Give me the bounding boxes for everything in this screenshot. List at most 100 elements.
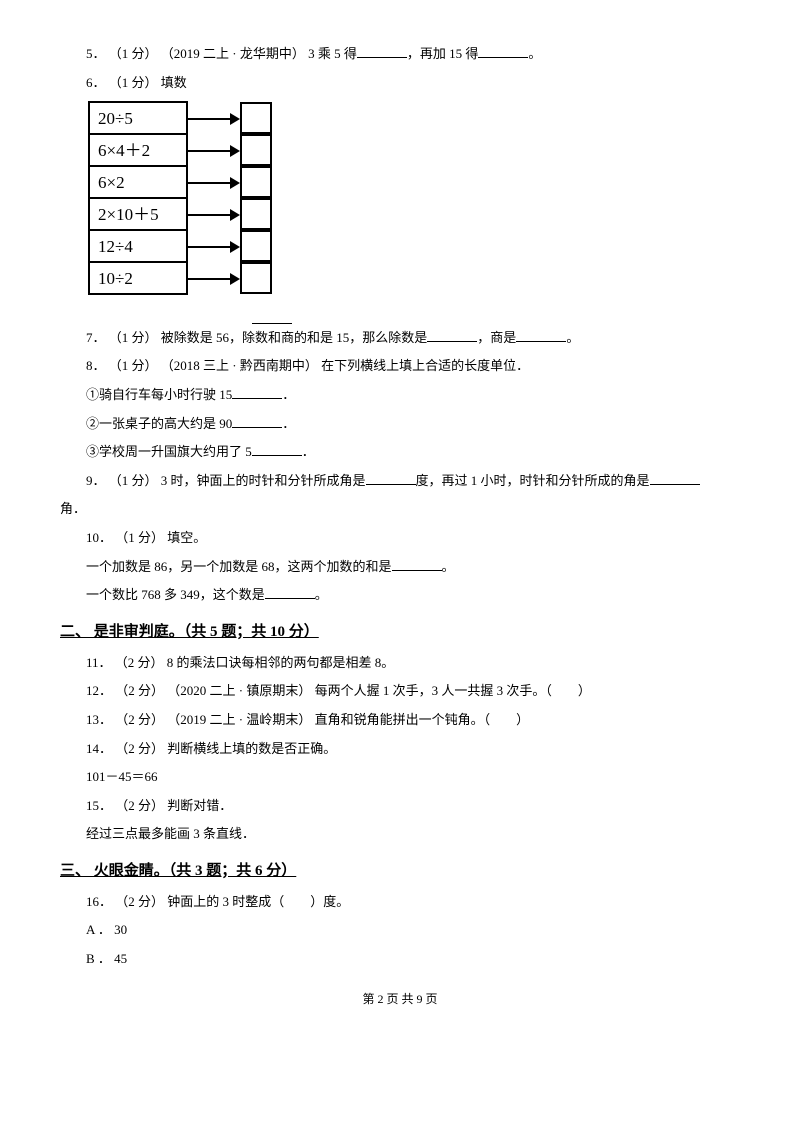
- q10-blank2[interactable]: [265, 586, 315, 599]
- q7-text1: 被除数是 56，除数和商的和是 15，那么除数是: [161, 330, 428, 345]
- q5-text2: ，再加 15 得: [407, 46, 479, 61]
- q12-src: （2020 二上 · 镇原期末）: [167, 683, 311, 698]
- question-8: 8． （1 分） （2018 三上 · 黔西南期中） 在下列横线上填上合适的长度…: [60, 352, 740, 381]
- q8-s1a: ①骑自行车每小时行驶 15: [86, 387, 232, 402]
- q8-s2b: ．: [282, 416, 295, 431]
- q12-pts: （2 分）: [115, 683, 164, 698]
- q6-num: 6．: [86, 75, 106, 90]
- q6-underline: [252, 323, 292, 324]
- q6-answer-cell[interactable]: [240, 198, 272, 230]
- q16-num: 16．: [86, 894, 112, 909]
- q7-blank1[interactable]: [427, 329, 477, 342]
- q9-num: 9．: [86, 473, 106, 488]
- q5-text3: 。: [528, 46, 541, 61]
- q9-pts: （1 分）: [109, 473, 158, 488]
- question-10: 10． （1 分） 填空。: [60, 524, 740, 553]
- q8-num: 8．: [86, 358, 106, 373]
- question-6: 6． （1 分） 填数: [60, 69, 740, 98]
- q9-blank1[interactable]: [366, 472, 416, 485]
- q8-s2a: ②一张桌子的高大约是 90: [86, 416, 232, 431]
- q5-text1: 3 乘 5 得: [308, 46, 357, 61]
- question-16: 16． （2 分） 钟面上的 3 时整成（ ）度。: [60, 888, 740, 917]
- q5-blank1[interactable]: [357, 45, 407, 58]
- q15-pts: （2 分）: [115, 798, 164, 813]
- q6-expr-cell: 6×2: [88, 165, 188, 199]
- arrow-icon: [188, 113, 240, 125]
- q6-title: 填数: [161, 75, 187, 90]
- page-footer: 第 2 页 共 9 页: [60, 986, 740, 1012]
- q6-diagram-row: 12÷4: [88, 231, 740, 263]
- q8-s1b: ．: [282, 387, 295, 402]
- q10-s2a: 一个数比 768 多 349，这个数是: [86, 587, 265, 602]
- q13-num: 13．: [86, 712, 112, 727]
- q14-pts: （2 分）: [115, 741, 164, 756]
- q8-title: 在下列横线上填上合适的长度单位．: [321, 358, 529, 373]
- q8-blank1[interactable]: [232, 386, 282, 399]
- q7-blank2[interactable]: [516, 329, 566, 342]
- q5-pts: （1 分）: [109, 46, 158, 61]
- question-13: 13． （2 分） （2019 二上 · 温岭期末） 直角和锐角能拼出一个钝角。…: [60, 706, 740, 735]
- q5-num: 5．: [86, 46, 106, 61]
- question-12: 12． （2 分） （2020 二上 · 镇原期末） 每两个人握 1 次手，3 …: [60, 677, 740, 706]
- q7-pts: （1 分）: [109, 330, 158, 345]
- q6-expr-cell: 10÷2: [88, 261, 188, 295]
- q7-num: 7．: [86, 330, 106, 345]
- q10-s1a: 一个加数是 86，另一个加数是 68，这两个加数的和是: [86, 559, 392, 574]
- q8-sub2: ②一张桌子的高大约是 90 ．: [60, 410, 740, 439]
- q6-answer-cell[interactable]: [240, 134, 272, 166]
- q6-diagram-row: 2×10＋5: [88, 199, 740, 231]
- q16-text: 钟面上的 3 时整成（ ）度。: [167, 894, 349, 909]
- q6-answer-cell[interactable]: [240, 230, 272, 262]
- arrow-icon: [188, 273, 240, 285]
- q15-sub: 经过三点最多能画 3 条直线．: [60, 820, 740, 849]
- q16-option-a[interactable]: A ． 30: [60, 916, 740, 945]
- q8-s3a: ③学校周一升国旗大约用了 5: [86, 444, 252, 459]
- q10-num: 10．: [86, 530, 112, 545]
- q11-pts: （2 分）: [115, 655, 164, 670]
- q13-text: 直角和锐角能拼出一个钝角。（ ）: [315, 712, 530, 727]
- q7-text2: ，商是: [477, 330, 516, 345]
- q12-num: 12．: [86, 683, 112, 698]
- q8-blank3[interactable]: [252, 443, 302, 456]
- q6-answer-cell[interactable]: [240, 102, 272, 134]
- q6-answer-cell[interactable]: [240, 166, 272, 198]
- q10-title: 填空。: [167, 530, 206, 545]
- q16-option-b[interactable]: B ． 45: [60, 945, 740, 974]
- q8-src: （2018 三上 · 黔西南期中）: [161, 358, 318, 373]
- q11-num: 11．: [86, 655, 112, 670]
- q6-expr-cell: 6×4＋2: [88, 133, 188, 167]
- q5-blank2[interactable]: [478, 45, 528, 58]
- q6-diagram: 20÷56×4＋26×22×10＋512÷410÷2: [88, 103, 740, 324]
- q9-blank2[interactable]: [650, 472, 700, 485]
- q14-text: 判断横线上填的数是否正确。: [167, 741, 336, 756]
- section-2-heading: 二、 是非审判庭。（共 5 题；共 10 分）: [60, 616, 740, 649]
- q10-sub1: 一个加数是 86，另一个加数是 68，这两个加数的和是 。: [60, 553, 740, 582]
- q10-blank1[interactable]: [392, 558, 442, 571]
- q6-diagram-row: 10÷2: [88, 263, 740, 295]
- q10-s1b: 。: [442, 559, 455, 574]
- q8-s3b: ．: [302, 444, 315, 459]
- q8-sub3: ③学校周一升国旗大约用了 5 ．: [60, 438, 740, 467]
- q14-num: 14．: [86, 741, 112, 756]
- q8-sub1: ①骑自行车每小时行驶 15 ．: [60, 381, 740, 410]
- q8-blank2[interactable]: [232, 415, 282, 428]
- question-7: 7． （1 分） 被除数是 56，除数和商的和是 15，那么除数是，商是。: [60, 324, 740, 353]
- q11-text: 8 的乘法口诀每相邻的两句都是相差 8。: [167, 655, 395, 670]
- q6-pts: （1 分）: [109, 75, 158, 90]
- question-15: 15． （2 分） 判断对错．: [60, 792, 740, 821]
- q10-pts: （1 分）: [115, 530, 164, 545]
- q6-answer-cell[interactable]: [240, 262, 272, 294]
- q9-text1: 3 时，钟面上的时针和分针所成角是: [161, 473, 366, 488]
- q10-s2b: 。: [315, 587, 328, 602]
- q13-pts: （2 分）: [115, 712, 164, 727]
- q6-diagram-row: 20÷5: [88, 103, 740, 135]
- q6-diagram-row: 6×2: [88, 167, 740, 199]
- q9-text2: 度，再过 1 小时，时针和分针所成的角是: [416, 473, 650, 488]
- question-5: 5． （1 分） （2019 二上 · 龙华期中） 3 乘 5 得，再加 15 …: [60, 40, 740, 69]
- question-11: 11． （2 分） 8 的乘法口诀每相邻的两句都是相差 8。: [60, 649, 740, 678]
- q15-num: 15．: [86, 798, 112, 813]
- q14-eq: 101－45＝66: [60, 763, 740, 792]
- q10-sub2: 一个数比 768 多 349，这个数是 。: [60, 581, 740, 610]
- arrow-icon: [188, 209, 240, 221]
- q8-pts: （1 分）: [109, 358, 158, 373]
